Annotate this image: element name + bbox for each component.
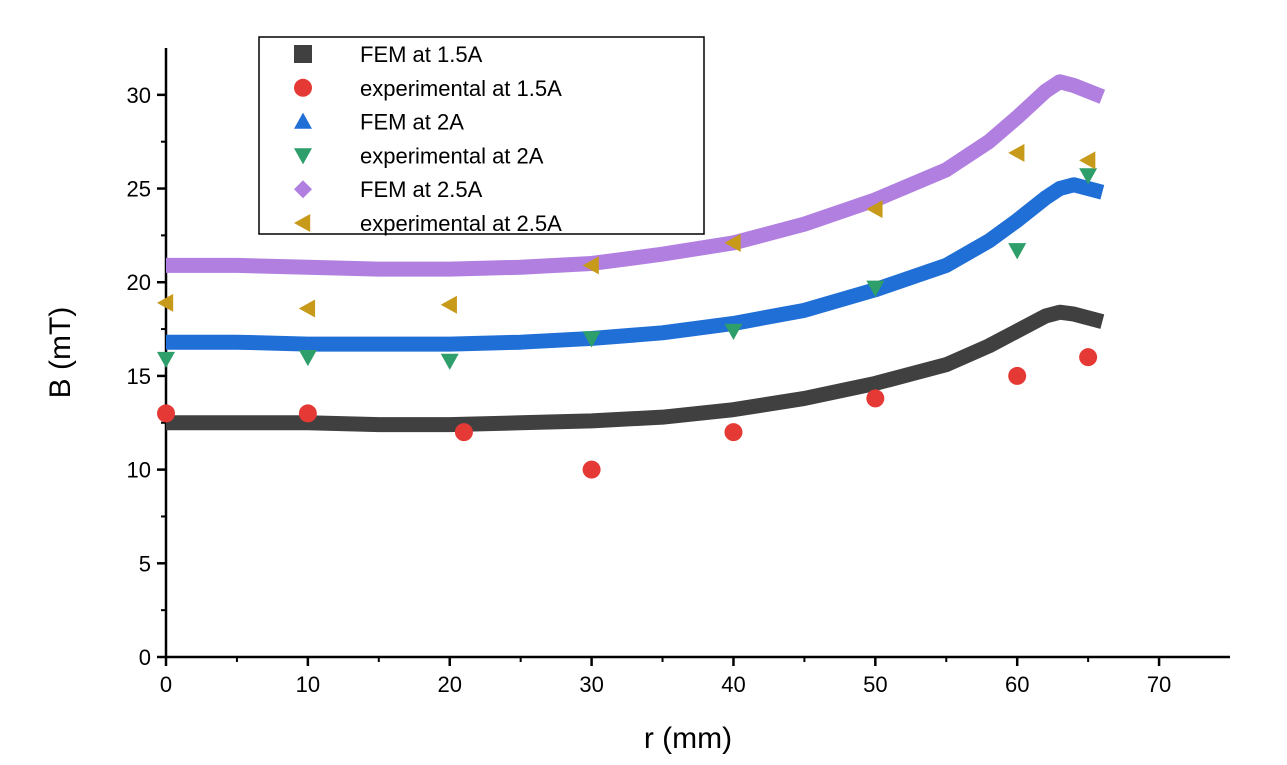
- y-tick-label: 20: [127, 270, 151, 295]
- data-point: [440, 295, 457, 314]
- legend-marker: [294, 214, 311, 232]
- data-point: [582, 460, 601, 479]
- data-point: [866, 280, 885, 297]
- legend: FEM at 1.5A experimental at 1.5A FEM at 2A…: [258, 36, 705, 236]
- data-point: [298, 299, 316, 318]
- series: [157, 74, 1106, 479]
- data-point: [454, 423, 473, 442]
- legend-label: experimental at 2A: [360, 143, 544, 168]
- series-line: [166, 177, 1105, 352]
- series-line: [166, 304, 1105, 433]
- x-tick-label: 20: [437, 672, 461, 697]
- legend-marker: [294, 112, 312, 129]
- series-experimental-at-2a: [157, 168, 1098, 370]
- data-point: [724, 423, 743, 442]
- x-tick-label: 40: [721, 672, 745, 697]
- legend-item: experimental at 1.5A: [294, 76, 562, 101]
- series-experimental-at-1-5a: [157, 348, 1098, 479]
- x-tick-label: 60: [1005, 672, 1029, 697]
- legend-label: experimental at 2.5A: [360, 211, 562, 236]
- legend-item: FEM at 2.5A: [294, 177, 483, 202]
- x-tick-label: 50: [863, 672, 887, 697]
- data-point: [157, 293, 174, 312]
- series-experimental-at-2-5a: [157, 143, 1096, 318]
- legend-label: experimental at 1.5A: [360, 76, 562, 101]
- legend-marker: [294, 180, 312, 199]
- x-axis-label: r (mm): [644, 722, 732, 755]
- y-tick-label: 5: [139, 551, 151, 576]
- x-tick-label: 0: [160, 672, 172, 697]
- data-point: [1008, 143, 1025, 162]
- x-tick-label: 70: [1147, 672, 1171, 697]
- series-fem-at-2-5a: [166, 74, 1106, 277]
- data-point: [724, 233, 741, 252]
- data-point: [1079, 168, 1098, 185]
- y-tick-label: 30: [127, 83, 151, 108]
- legend-marker: [294, 78, 312, 97]
- x-tick-label: 30: [579, 672, 603, 697]
- legend-box: [258, 36, 705, 235]
- y-tick-label: 0: [139, 645, 151, 670]
- x-ticks: 0 10 20 30 40 50 60 70: [160, 657, 1171, 697]
- data-point: [1008, 243, 1027, 260]
- y-ticks: 0 5 10 15 20 25 30: [127, 83, 166, 670]
- data-point: [1079, 151, 1096, 170]
- y-tick-label: 15: [127, 364, 151, 389]
- legend-marker: [294, 148, 312, 165]
- y-axis-label: B (mT): [44, 307, 77, 399]
- series-fem-at-2a: [166, 177, 1105, 352]
- legend-label: FEM at 1.5A: [360, 42, 483, 67]
- data-point: [157, 404, 175, 423]
- data-point: [866, 200, 883, 219]
- y-tick-label: 10: [127, 458, 151, 483]
- data-point: [866, 389, 885, 408]
- legend-label: FEM at 2A: [360, 110, 464, 135]
- legend-marker: [294, 45, 312, 63]
- data-point: [1008, 366, 1027, 385]
- data-point: [298, 404, 317, 423]
- legend-label: FEM at 2.5A: [360, 177, 483, 202]
- legend-item: FEM at 2A: [294, 110, 464, 135]
- legend-item: FEM at 1.5A: [294, 42, 483, 67]
- data-point: [440, 353, 459, 370]
- data-point: [298, 349, 317, 367]
- data-point: [724, 323, 743, 340]
- data-point: [582, 331, 601, 348]
- series-fem-at-1-5a: [166, 304, 1105, 433]
- y-tick-label: 25: [127, 177, 151, 202]
- data-point: [1079, 348, 1098, 367]
- data-point: [157, 351, 175, 369]
- legend-item: experimental at 2.5A: [294, 211, 562, 236]
- x-tick-label: 10: [296, 672, 320, 697]
- series-line: [166, 74, 1106, 277]
- legend-item: experimental at 2A: [294, 143, 544, 168]
- data-point: [582, 256, 599, 275]
